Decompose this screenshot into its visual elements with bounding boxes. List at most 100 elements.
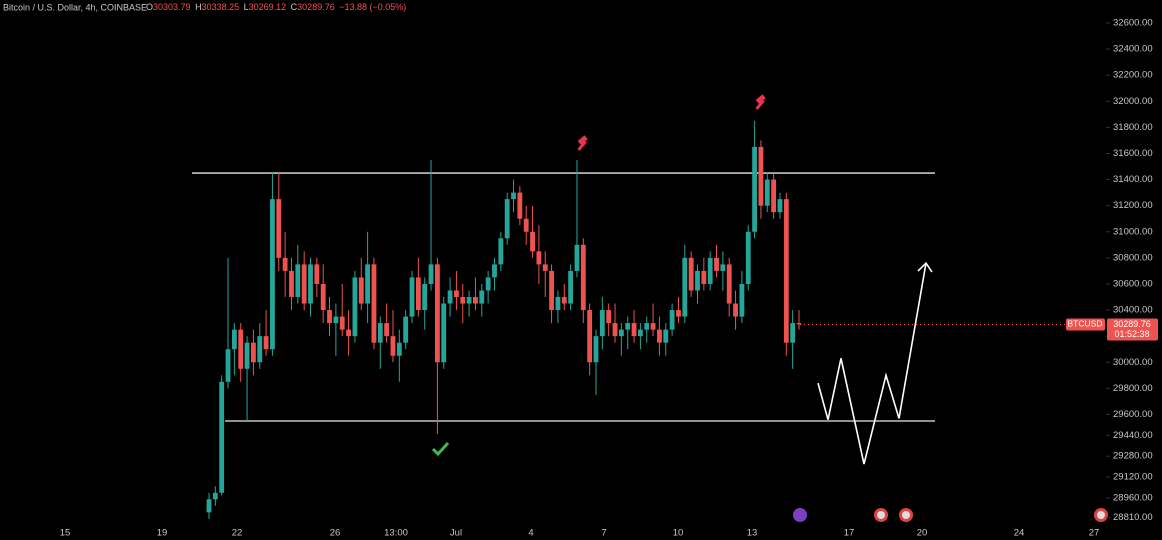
- candle-body: [308, 264, 313, 304]
- candle-body: [657, 329, 662, 343]
- candle-body: [707, 257, 713, 284]
- y-tick-label: 30800.00: [1113, 252, 1153, 263]
- candle-body: [244, 342, 250, 369]
- projection-line: [817, 262, 927, 465]
- candle-body: [428, 264, 434, 284]
- candle-body: [612, 323, 618, 337]
- y-tick-label: 32000.00: [1113, 96, 1153, 107]
- candle-body: [682, 257, 688, 317]
- candle-body: [219, 381, 225, 493]
- y-tick-label: 31000.00: [1113, 226, 1153, 237]
- candle-body: [777, 199, 783, 213]
- candle-body: [536, 251, 542, 265]
- candle-body: [314, 264, 320, 284]
- x-tick-label: 7: [601, 528, 606, 539]
- candle-body: [504, 199, 510, 239]
- candle-body: [365, 264, 371, 304]
- candle-body: [676, 310, 681, 317]
- candle-body: [339, 316, 345, 330]
- countdown-label: 01:52:38: [1114, 329, 1149, 339]
- candle-body: [485, 277, 491, 291]
- price-label: 30289.76: [1113, 319, 1151, 329]
- arrow-head: [917, 261, 933, 273]
- candle-body: [434, 264, 440, 363]
- x-tick-label: Jul: [450, 528, 462, 539]
- x-tick-label: 26: [330, 528, 341, 539]
- candle-body: [752, 146, 758, 232]
- candle-body: [574, 244, 580, 271]
- candle-body: [783, 199, 789, 343]
- candle-body: [644, 323, 650, 330]
- candle-body: [758, 146, 764, 206]
- candle-body: [714, 257, 719, 271]
- y-tick-label: 30400.00: [1113, 305, 1153, 316]
- candle-body: [352, 277, 358, 337]
- x-tick-label: 22: [232, 528, 243, 539]
- candle-body: [492, 264, 497, 278]
- candle-body: [650, 323, 656, 330]
- ohlc-key: L: [244, 2, 249, 12]
- candle-body: [498, 238, 504, 265]
- candle-body: [289, 270, 294, 298]
- candle-body: [276, 199, 282, 258]
- candle-body: [606, 310, 612, 324]
- candle-body: [637, 329, 643, 337]
- y-tick-label: 29120.00: [1113, 472, 1153, 483]
- change: −13.88 (−0.05%): [339, 2, 406, 12]
- candle-body: [530, 231, 535, 252]
- x-tick-label: 10: [673, 528, 684, 539]
- candle-body: [415, 277, 421, 311]
- candle-body: [409, 277, 415, 317]
- y-tick-label: 29440.00: [1113, 430, 1153, 441]
- candle-body: [631, 323, 637, 337]
- candle-body: [257, 336, 263, 363]
- y-tick-label: 32200.00: [1113, 70, 1153, 81]
- candle-body: [701, 270, 707, 284]
- ohlc-value: 30338.25: [202, 2, 240, 12]
- y-tick-label: 29800.00: [1113, 383, 1153, 394]
- candle-body: [295, 264, 301, 298]
- ohlc-value: 30269.12: [249, 2, 287, 12]
- y-tick-label: 32400.00: [1113, 44, 1153, 55]
- y-tick-label: 28960.00: [1113, 492, 1153, 503]
- chart-title: Bitcoin / U.S. Dollar, 4h, COINBASE: [3, 2, 147, 12]
- candle-body: [454, 290, 459, 298]
- candle-body: [517, 192, 523, 219]
- y-tick-label: 30600.00: [1113, 278, 1153, 289]
- candle-body: [346, 329, 351, 337]
- ohlc-key: H: [195, 2, 202, 12]
- candle-body: [568, 270, 574, 304]
- candle-body: [555, 297, 561, 311]
- ohlc-value: 30303.79: [153, 2, 191, 12]
- candle-body: [523, 218, 529, 232]
- candle-body: [225, 349, 231, 382]
- x-tick-label: 13: [747, 528, 758, 539]
- ohlc-value: 30289.76: [297, 2, 335, 12]
- candle-body: [358, 277, 364, 304]
- candle-body: [320, 283, 326, 311]
- candle-body: [238, 329, 244, 369]
- check-icon: [431, 441, 450, 457]
- candle-body: [561, 297, 567, 304]
- candle-body: [593, 336, 599, 363]
- candle-body: [599, 310, 605, 337]
- ohlc-key: C: [291, 2, 298, 12]
- symbol-label: BTCUSD: [1068, 319, 1103, 329]
- candle-body: [739, 283, 745, 317]
- price-tag: [1107, 318, 1158, 341]
- y-tick-label: 31800.00: [1113, 122, 1153, 133]
- candle-body: [327, 310, 332, 324]
- x-tick-label: 17: [844, 528, 855, 539]
- candle-body: [587, 310, 593, 363]
- candle-body: [250, 342, 256, 363]
- candle-body: [618, 329, 624, 337]
- candle-body: [460, 297, 466, 304]
- y-tick-label: 30000.00: [1113, 357, 1153, 368]
- x-tick-label: 27: [1089, 528, 1100, 539]
- x-tick-label: 4: [528, 528, 533, 539]
- candle-body: [441, 303, 447, 363]
- candle-body: [473, 297, 478, 304]
- ohlc-header: O30303.79 H30338.25 L30269.12 C30289.76 …: [146, 2, 406, 12]
- candle-body: [447, 290, 453, 304]
